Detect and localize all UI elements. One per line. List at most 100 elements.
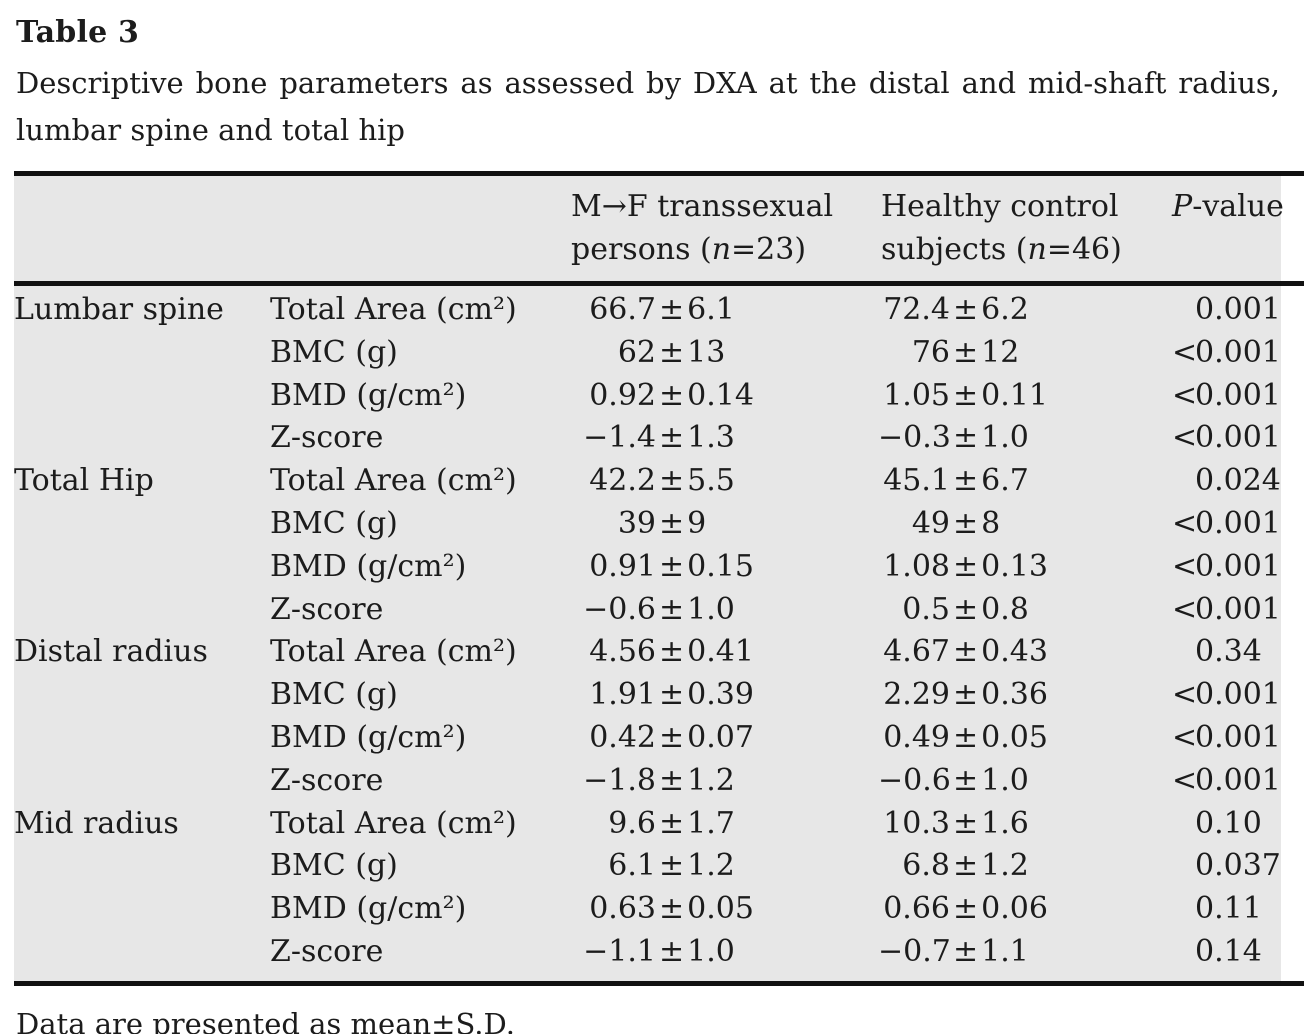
p-value-cell: 0.024	[1195, 463, 1281, 499]
header-control-line1: Healthy control	[881, 189, 1119, 224]
p-value-cell: <0.001	[1172, 677, 1281, 713]
row-group-label	[14, 546, 270, 589]
row-parameter-label: Total Area (cm²)	[270, 634, 517, 670]
transsexual-value-cell: 0.63 ±0.05	[589, 891, 754, 927]
control-value-cell: 45.1 ±6.7	[883, 463, 1029, 499]
header-transsexual-line1: M→F transsexual	[571, 189, 834, 224]
table-header-row: M→F transsexual persons (n=23) Healthy c…	[14, 176, 1284, 281]
table-title: Table 3	[16, 15, 140, 50]
table-row: BMC (g) 39 ±9 49 ±8 <0.001	[14, 503, 1281, 546]
row-parameter-label: Total Area (cm²)	[270, 805, 517, 841]
control-value-cell: 4.67 ±0.43	[883, 634, 1048, 670]
transsexual-value-cell: 4.56 ±0.41	[589, 634, 754, 670]
row-group-label	[14, 845, 270, 888]
p-value-cell: 0.037	[1195, 848, 1281, 884]
row-parameter-label: BMC (g)	[270, 505, 398, 541]
row-group-label	[14, 888, 270, 931]
control-value-cell: 0.5 ±0.8	[902, 591, 1029, 627]
table-row: BMD (g/cm²) 0.63 ±0.05 0.66 ±0.06 0.11	[14, 888, 1281, 931]
row-parameter-label: Total Area (cm²)	[270, 292, 517, 327]
control-value-cell: 1.08 ±0.13	[883, 548, 1048, 584]
table-row: BMD (g/cm²) 0.92 ±0.14 1.05 ±0.11 <0.001	[14, 375, 1281, 418]
transsexual-value-cell: 0.92 ±0.14	[589, 377, 754, 413]
table-row: Z-score −0.6 ±1.0 0.5 ±0.8 <0.001	[14, 589, 1281, 632]
row-group-label	[14, 674, 270, 717]
row-group-label	[14, 760, 270, 803]
p-value-cell: <0.001	[1172, 591, 1281, 627]
control-value-cell: −0.3± 1.0	[878, 420, 1029, 456]
table-row: Z-score −1.1 ±1.0 −0.7± 1.1 0.14	[14, 931, 1281, 974]
table-row: BMD (g/cm²) 0.91 ±0.15 1.08 ±0.13 <0.001	[14, 546, 1281, 589]
header-parameter-column	[270, 185, 568, 271]
transsexual-value-cell: −1.4 ±1.3	[583, 420, 735, 456]
transsexual-value-cell: 39 ±9	[617, 505, 707, 541]
table-row: Z-score −1.8 ±1.2 −0.6± 1.0 <0.001	[14, 760, 1281, 803]
table-row: Distal radius Total Area (cm²) 4.56 ±0.41…	[14, 631, 1281, 674]
row-parameter-label: Z-score	[270, 591, 384, 627]
table-row: Mid radius Total Area (cm²) 9.6 ±1.7 10.3…	[14, 803, 1281, 846]
control-value-cell: −0.6± 1.0	[878, 762, 1029, 798]
table-row: BMC (g) 1.91 ±0.39 2.29 ±0.36 <0.001	[14, 674, 1281, 717]
row-parameter-label: Z-score	[270, 933, 384, 969]
transsexual-value-cell: −1.8 ±1.2	[583, 762, 735, 798]
row-group-label: Mid radius	[14, 805, 179, 841]
table-body: Lumbar spine Total Area (cm²) 66.7 ±6.1 7…	[14, 286, 1281, 981]
row-parameter-label: BMD (g/cm²)	[270, 548, 467, 584]
row-group-label	[14, 931, 270, 974]
p-value-cell: <0.001	[1172, 334, 1281, 370]
control-value-cell: 0.66 ±0.06	[883, 891, 1048, 927]
control-value-cell: −0.7± 1.1	[878, 933, 1029, 969]
transsexual-value-cell: 62 ±13	[617, 334, 726, 370]
control-value-cell: 0.49 ±0.05	[883, 719, 1048, 755]
transsexual-value-cell: 0.91 ±0.15	[589, 548, 754, 584]
p-value-cell: 0.34	[1195, 634, 1262, 670]
table-top-rule	[14, 171, 1304, 176]
row-group-label: Total Hip	[14, 463, 154, 499]
transsexual-value-cell: −1.1 ±1.0	[583, 933, 735, 969]
row-group-label	[14, 417, 270, 460]
row-group-label: Distal radius	[14, 634, 208, 670]
p-symbol: P	[1172, 189, 1193, 224]
p-value-cell: 0.14	[1195, 933, 1262, 969]
row-parameter-label: BMC (g)	[270, 848, 398, 884]
row-parameter-label: Z-score	[270, 420, 384, 456]
data-table: M→F transsexual persons (n=23) Healthy c…	[14, 171, 1304, 986]
row-parameter-label: BMC (g)	[270, 677, 398, 713]
row-group-label	[14, 375, 270, 418]
n-symbol: n	[1027, 232, 1047, 267]
row-group-label: Lumbar spine	[14, 292, 224, 327]
header-pvalue-column: P-value	[1172, 189, 1284, 224]
header-group-column	[14, 185, 270, 271]
row-parameter-label: BMD (g/cm²)	[270, 719, 467, 755]
control-value-cell: 1.05 ±0.11	[883, 377, 1048, 413]
document-page: Table 3 Descriptive bone parameters as a…	[0, 14, 1304, 1034]
table-mid-rule	[14, 281, 1304, 286]
row-parameter-label: BMD (g/cm²)	[270, 891, 467, 927]
p-value-cell: <0.001	[1172, 420, 1281, 456]
transsexual-value-cell: 1.91 ±0.39	[589, 677, 754, 713]
p-value-cell: 0.001	[1195, 292, 1281, 327]
row-group-label	[14, 503, 270, 546]
row-parameter-label: Total Area (cm²)	[270, 463, 517, 499]
p-value-cell: <0.001	[1172, 719, 1281, 755]
header-control-line2: subjects (n=46)	[881, 232, 1122, 267]
row-parameter-label: Z-score	[270, 762, 384, 798]
p-value-cell: 0.10	[1195, 805, 1262, 841]
control-value-cell: 6.8 ±1.2	[902, 848, 1029, 884]
transsexual-value-cell: 9.6 ±1.7	[608, 805, 735, 841]
table-bottom-rule	[14, 980, 1304, 986]
header-control-column: Healthy control subjects (n=46)	[878, 185, 1172, 271]
row-group-label	[14, 332, 270, 375]
n-symbol: n	[711, 232, 732, 267]
header-transsexual-column: M→F transsexual persons (n=23)	[568, 185, 878, 271]
control-value-cell: 72.4 ±6.2	[883, 292, 1029, 327]
table-footnote: Data are presented as mean±S.D.	[16, 1006, 515, 1034]
table-row: Lumbar spine Total Area (cm²) 66.7 ±6.1 7…	[14, 289, 1281, 332]
table-row: Z-score −1.4 ±1.3 −0.3± 1.0 <0.001	[14, 417, 1281, 460]
table-row: BMC (g) 6.1 ±1.2 6.8 ±1.2 0.037	[14, 845, 1281, 888]
row-group-label	[14, 589, 270, 632]
transsexual-value-cell: 66.7 ±6.1	[589, 292, 735, 327]
control-value-cell: 2.29 ±0.36	[883, 677, 1048, 713]
control-value-cell: 10.3 ±1.6	[883, 805, 1029, 841]
p-value-cell: <0.001	[1172, 762, 1281, 798]
